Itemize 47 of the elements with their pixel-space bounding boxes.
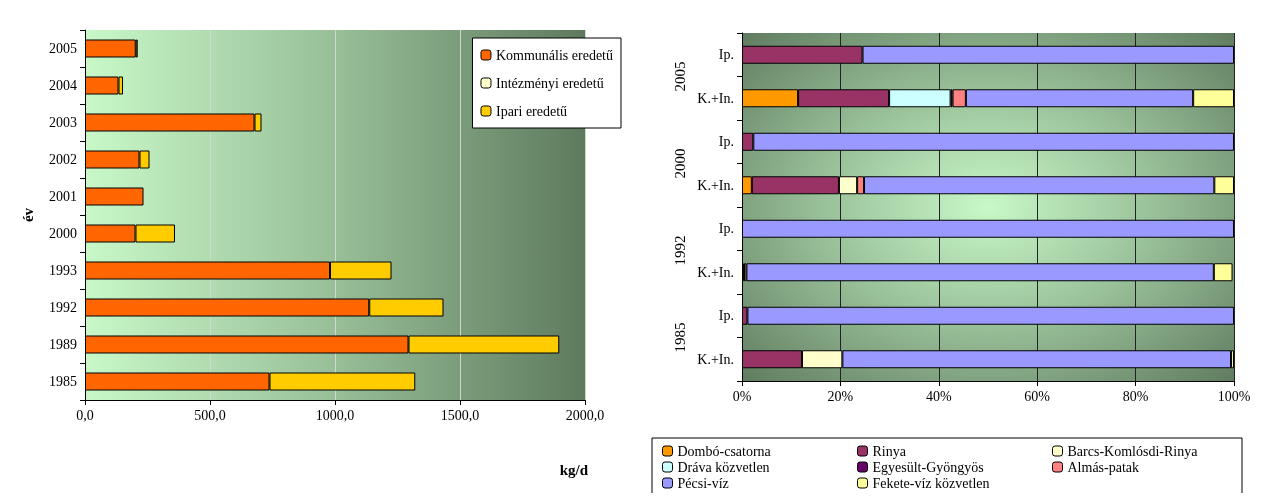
legend-label: Kommunális eredetű [495,47,614,63]
y-axis-title: év [19,207,36,223]
y-tick-label: 2004 [49,78,77,93]
y-tick-label: 1992 [49,300,77,315]
text: 2000 [671,148,688,179]
text: 1985 [671,322,688,353]
y-tick-label: K.+In. [696,177,734,193]
x-tick-label: 100% [1217,388,1251,404]
bar [746,306,1234,325]
x-tick-label: 20% [827,388,854,404]
y-tick-label: 2003 [49,115,77,130]
y-tick-label: 2005 [49,41,77,56]
y-tick-label: Ip. [718,47,734,63]
legend-label: Almás-patak [1067,459,1139,475]
legend-label: Barcs-Komlósdi-Rinya [1067,443,1198,459]
y-tick-label: 2001 [49,189,77,204]
x-tick-label: 500,0 [194,407,226,423]
legend-label: Dráva közvetlen [677,459,770,475]
y-tick-label: K.+In. [696,90,734,106]
y-tick-label: 1993 [49,263,77,278]
legend-label: Fekete-víz közvetlen [872,475,990,491]
x-tick-label: 60% [1023,388,1050,404]
legend-label: Rinya [872,443,907,459]
y-tick-label: 2000 [49,226,77,241]
x-tick-label: 80% [1122,388,1149,404]
x-tick-label: 1500,0 [440,407,480,423]
legend-label: Intézményi eredetű [495,75,604,91]
y-tick-label: K.+In. [696,351,734,367]
y-tick-label: Ip. [718,221,734,237]
y-tick-label: K.+In. [696,264,734,280]
y-tick-label: Ip. [718,308,734,324]
y-tick-label: 1985 [49,374,77,389]
x-tick-label: 2000,0 [565,407,605,423]
legend-label: Ipari eredetű [495,103,568,119]
x-tick-label: 0,0 [76,407,94,423]
x-axis-title: kg/d [559,462,589,478]
legend-label: Egyesült-Gyöngyös [872,459,984,475]
x-tick-label: 40% [925,388,952,404]
y-tick-label: Ip. [718,134,734,150]
x-tick-label: 0% [732,388,752,404]
legend-label: Pécsi-víz [677,475,729,491]
text: 1992 [671,235,688,266]
x-tick-label: 1000,0 [315,407,355,423]
text: 2005 [671,61,688,92]
legend-label: Dombó-csatorna [677,443,772,459]
y-tick-label: 2002 [49,152,77,167]
y-tick-label: 1989 [49,337,77,352]
